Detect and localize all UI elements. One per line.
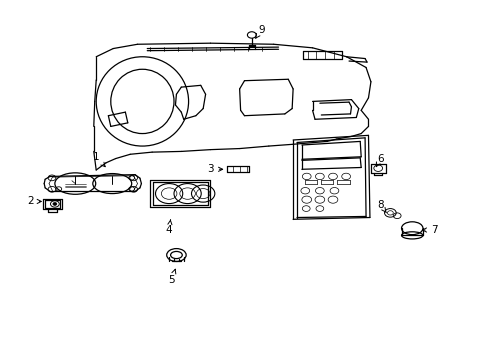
Text: 8: 8	[377, 200, 386, 213]
Text: 5: 5	[168, 269, 176, 285]
Text: 3: 3	[207, 164, 222, 174]
Text: 1: 1	[93, 152, 105, 167]
Text: 9: 9	[255, 25, 264, 38]
Text: 2: 2	[27, 197, 41, 206]
Text: 4: 4	[165, 220, 172, 235]
Text: 7: 7	[422, 225, 437, 235]
Circle shape	[53, 203, 57, 205]
Text: 6: 6	[375, 154, 383, 167]
